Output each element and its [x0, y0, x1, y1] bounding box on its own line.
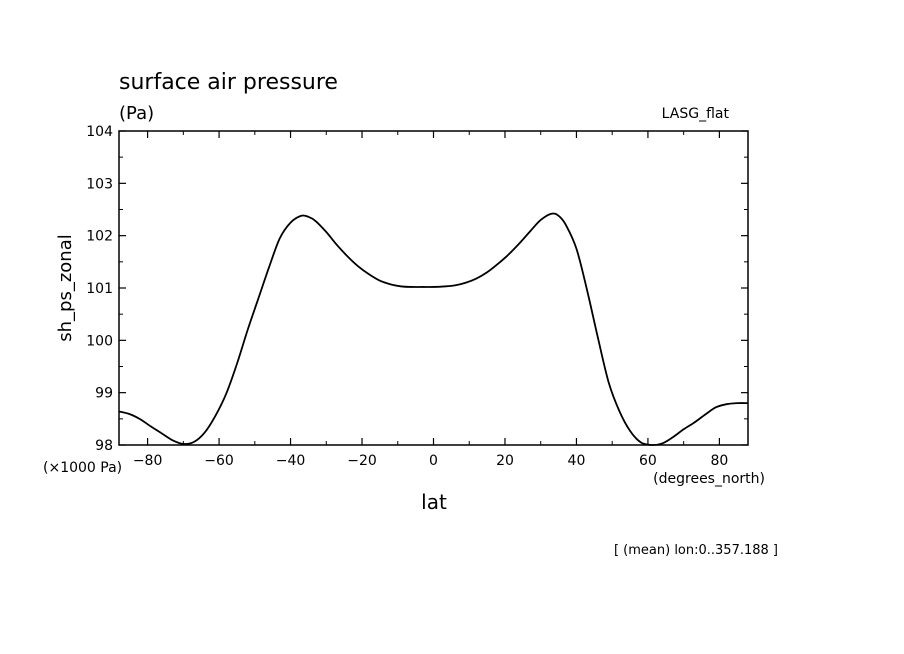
chart-title: surface air pressure [119, 70, 338, 95]
y-tick-label: 100 [86, 333, 113, 349]
x-tick-label: 40 [568, 453, 586, 469]
y-axis: 98 99 100 101 102 103 104 [86, 124, 748, 454]
model-label: LASG_flat [662, 106, 730, 122]
y-tick-label: 98 [95, 438, 113, 454]
x-tick-label: −60 [204, 453, 234, 469]
x-tick-label: 60 [639, 453, 657, 469]
y-axis-label: sh_ps_zonal [55, 234, 76, 342]
x-tick-label: 0 [429, 453, 438, 469]
y-scale-label: (×1000 Pa) [43, 460, 122, 476]
x-axis: −80 −60 −40 −20 0 20 40 60 80 [133, 131, 728, 469]
y-tick-label: 104 [86, 124, 113, 140]
y-tick-label: 101 [86, 281, 113, 297]
footer-note: [ (mean) lon:0..357.188 ] [614, 543, 778, 558]
x-axis-label: lat [421, 490, 447, 514]
x-tick-label: −40 [276, 453, 306, 469]
x-tick-label: −20 [347, 453, 377, 469]
y-tick-label: 103 [86, 176, 113, 192]
series-line [118, 212, 749, 446]
x-tick-label: 20 [496, 453, 514, 469]
x-units-label: (degrees_north) [653, 471, 765, 487]
plot-frame [118, 130, 749, 446]
x-tick-label: −80 [133, 453, 163, 469]
y-tick-label: 102 [86, 229, 113, 245]
y-tick-label: 99 [95, 386, 113, 402]
units-label: (Pa) [119, 103, 154, 124]
x-tick-label: 80 [710, 453, 728, 469]
